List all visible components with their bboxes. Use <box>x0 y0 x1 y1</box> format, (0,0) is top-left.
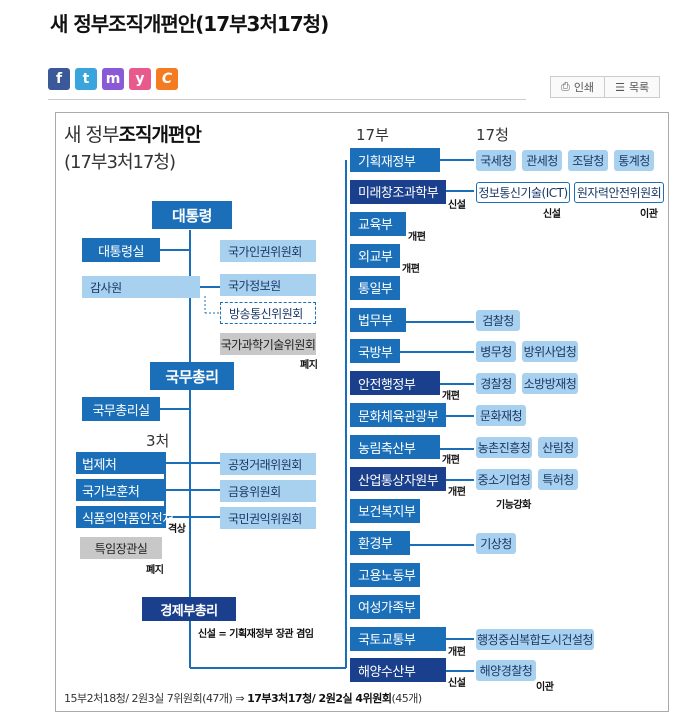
list-icon: ☰ <box>615 80 625 94</box>
ministry-note: 개편 <box>448 646 466 658</box>
agency-box: 병무청 <box>476 341 516 363</box>
page-title: 새 정부조직개편안(17부3처17청) <box>50 12 329 36</box>
twitter-share-button[interactable]: t <box>75 68 97 90</box>
agency-box: 검찰청 <box>476 309 520 331</box>
economic-deputy-pm-box: 경제부총리 <box>142 597 236 621</box>
ministry-box: 교육부 <box>350 211 406 236</box>
ministry-note: 개편 <box>448 487 466 498</box>
agency-box: 조달청 <box>568 150 608 171</box>
agency-box: 행정중심복합도시건설청 <box>476 628 594 650</box>
figure-footer: 15부2처18청/ 2원3실 7위원회(47개) ⇒ 17부3처17청/ 2원2… <box>64 690 422 706</box>
abolished-note: 폐지 <box>300 360 318 371</box>
yozm-share-button[interactable]: y <box>129 68 151 90</box>
footer-before: 15부2처18청/ 2원3실 7위원회(47개) <box>64 692 233 705</box>
office-upgrade-note: 격상 <box>168 524 186 535</box>
office-abolished-note: 폐지 <box>146 565 164 576</box>
ministry-note: 개편 <box>442 455 460 467</box>
ministry-box: 외교부 <box>350 243 400 268</box>
ministry-box: 문화체육관광부 <box>350 403 446 428</box>
president-committee-1: 국가정보원 <box>220 274 316 296</box>
print-button[interactable]: ⎙ 인쇄 <box>550 76 606 98</box>
ict-new-note: 신설 <box>543 209 561 220</box>
footer-arrow: ⇒ <box>235 692 245 705</box>
agencies-header: 17청 <box>476 126 509 144</box>
pm-office-box: 국무총리실 <box>82 397 160 421</box>
agency-box: 소방방재청 <box>522 373 578 395</box>
coast-guard-moved-note: 이관 <box>536 682 554 693</box>
agency-box: 산림청 <box>538 437 578 459</box>
ministry-box: 보건복지부 <box>350 498 420 523</box>
ministry-box: 국토교통부 <box>350 626 446 651</box>
agency-box: 방위사업청 <box>522 341 578 363</box>
list-button[interactable]: ☰ 목록 <box>605 76 661 98</box>
president-committee-0: 국가인권위원회 <box>220 240 316 262</box>
agency-box: 기상청 <box>476 532 516 554</box>
cyworld-share-button[interactable]: C <box>156 68 178 90</box>
ministry-note: 개편 <box>408 231 426 243</box>
figure-subtitle: (17부3처17청) <box>64 152 176 173</box>
ministry-box: 산업통상자원부 <box>350 467 446 491</box>
pm-committee-0: 공정거래위원회 <box>220 453 316 475</box>
ministry-box: 통일부 <box>350 275 400 300</box>
ministry-box: 고용노동부 <box>350 562 420 587</box>
agency-box: 문화재청 <box>476 405 526 427</box>
footer-after-count: (45개) <box>391 692 422 705</box>
ministry-box: 여성가족부 <box>350 594 420 619</box>
figure-title-prefix: 새 정부 <box>64 124 119 146</box>
ministry-box: 농림축산부 <box>350 435 440 460</box>
offices-header: 3처 <box>146 432 170 450</box>
list-label: 목록 <box>628 81 650 94</box>
ministry-box: 기획재정부 <box>350 148 440 172</box>
agency-box: 해양경찰청 <box>476 660 536 682</box>
facebook-share-button[interactable]: f <box>48 68 70 90</box>
agency-box: 원자력안전위원회 <box>574 181 664 203</box>
agency-box: 특허청 <box>538 469 578 490</box>
ministry-box: 미래창조과학부 <box>350 179 446 204</box>
printer-icon: ⎙ <box>561 80 570 93</box>
president-committee-2: 방송통신위원회 <box>220 302 316 324</box>
ministries-header: 17부 <box>356 126 389 144</box>
footer-after: 17부3처17청/ 2원2실 4위원회 <box>247 692 392 705</box>
agency-box: 국세청 <box>476 150 516 171</box>
agency-box: 관세청 <box>522 150 562 171</box>
header-divider <box>48 99 526 100</box>
audit-board-box: 감사원 <box>82 276 200 298</box>
econ-deputy-pm-note: 신설 = 기획재정부 장관 겸임 <box>198 629 314 640</box>
share-bar: f t m y C <box>48 68 178 90</box>
print-label: 인쇄 <box>573 81 595 94</box>
office-1: 국가보훈처 <box>76 479 166 501</box>
figure-title-bold: 조직개편안 <box>118 124 201 146</box>
agency-box: 중소기업청 <box>476 469 532 490</box>
ministry-box: 국방부 <box>350 339 400 364</box>
ministry-note: 개편 <box>402 263 420 275</box>
ministry-note: 신설 <box>448 678 466 690</box>
pm-committee-2: 국민권익위원회 <box>220 507 316 529</box>
ministry-box: 환경부 <box>350 530 410 555</box>
me2day-share-button[interactable]: m <box>102 68 124 90</box>
ministry-box: 법무부 <box>350 307 406 332</box>
sme-strengthened-note: 기능강화 <box>496 500 531 511</box>
agency-box: 경찰청 <box>476 373 516 395</box>
agency-box: 통계청 <box>614 150 654 171</box>
president-committee-3: 국가과학기술위원회 <box>220 333 316 355</box>
article-tools: ⎙ 인쇄 ☰ 목록 <box>550 76 661 98</box>
figure-title: 새 정부조직개편안 <box>64 120 202 147</box>
ministry-box: 안전행정부 <box>350 371 440 396</box>
president-box: 대통령 <box>152 201 232 229</box>
presidential-office-box: 대통령실 <box>82 238 160 262</box>
ministry-note: 신설 <box>448 199 466 211</box>
ministry-note: 개편 <box>442 391 460 403</box>
pm-committee-1: 금융위원회 <box>220 480 316 502</box>
ministry-box: 해양수산부 <box>350 658 446 683</box>
office-2: 식품의약품안전처 <box>76 506 174 528</box>
nuclear-moved-note: 이관 <box>640 209 658 220</box>
office-3: 특임장관실 <box>80 537 162 559</box>
office-0: 법제처 <box>76 452 166 474</box>
agency-box: 정보통신기술(ICT) <box>476 181 570 203</box>
agency-box: 농촌진흥청 <box>476 437 532 459</box>
prime-minister-box: 국무총리 <box>150 362 234 390</box>
